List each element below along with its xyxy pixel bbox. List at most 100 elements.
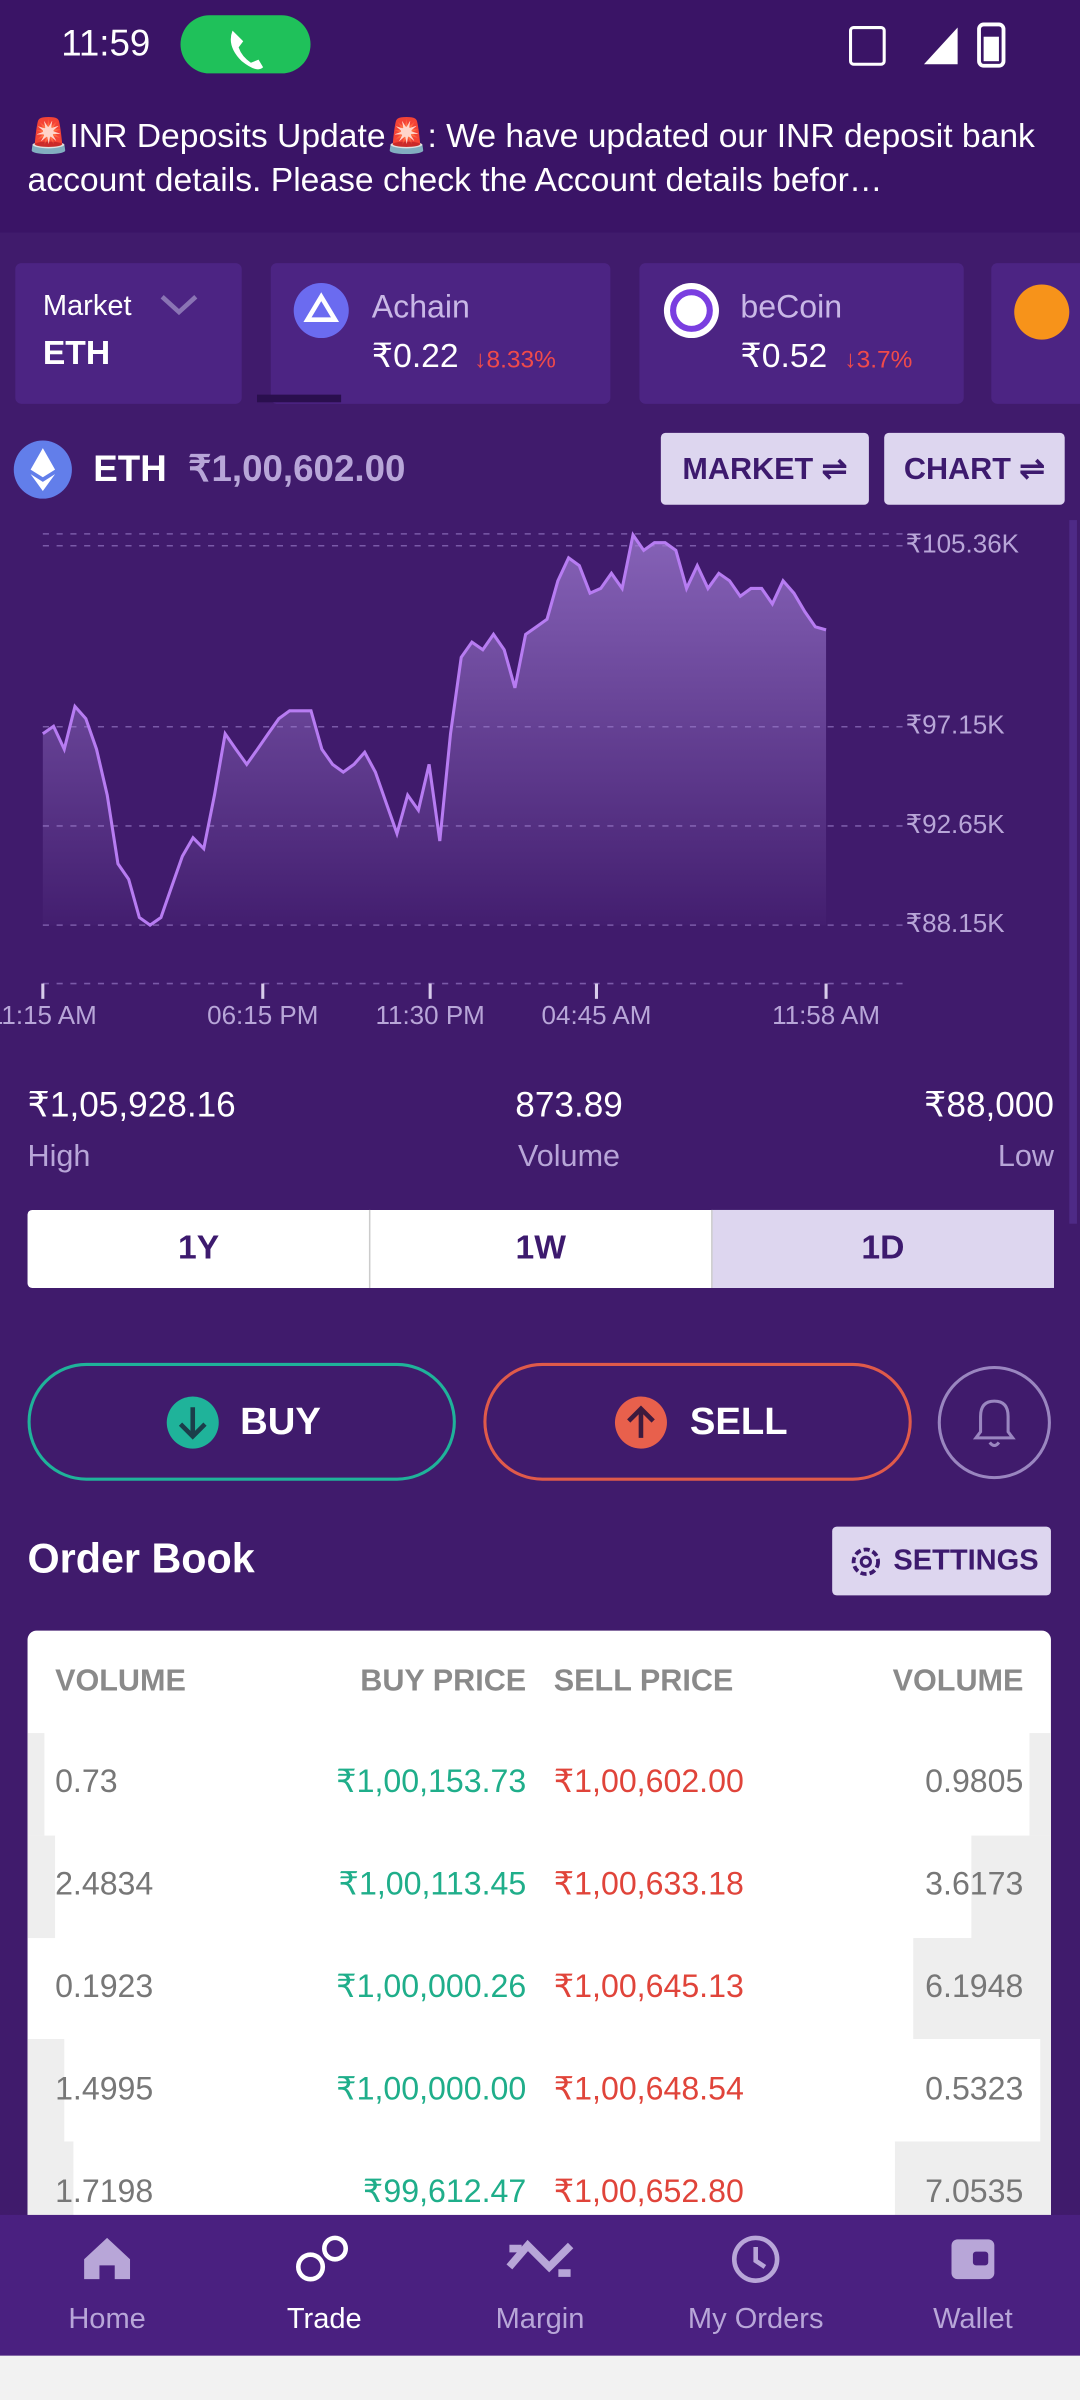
x-tick-label: 11:15 AM: [0, 1000, 97, 1030]
order-table: [27, 1630, 1051, 2228]
order-cell: ₹1,00,602.00: [554, 1763, 744, 1799]
trade-icon: [296, 2252, 326, 2282]
call-icon: [230, 30, 264, 70]
header-band: [0, 0, 1080, 233]
order-cell: 7.0535: [925, 2173, 1023, 2209]
order-cell: 0.1923: [55, 1968, 153, 2004]
x-tick-label: 11:58 AM: [772, 1000, 880, 1030]
achain-glyph: [303, 292, 340, 322]
order-cell: ₹1,00,000.26: [336, 1968, 526, 2004]
depth-bar: [27, 2039, 65, 2142]
sell-button[interactable]: [483, 1362, 912, 1481]
sell-label: SELL: [690, 1400, 788, 1443]
nav-label[interactable]: Wallet: [933, 2303, 1013, 2335]
range-label[interactable]: 1W: [516, 1230, 567, 1267]
ticker-name: Achain: [372, 288, 470, 324]
column-header: BUY PRICE: [360, 1664, 526, 1698]
depth-bar: [1040, 2039, 1051, 2142]
chart-button-label: CHART ⇌: [904, 452, 1045, 486]
ticker-price: ₹0.52: [740, 338, 827, 375]
x-tick-label: 11:30 PM: [375, 1000, 484, 1030]
column-header: VOLUME: [893, 1664, 1024, 1698]
gear-icon: [851, 1547, 880, 1576]
market-button-label: MARKET ⇌: [682, 452, 847, 486]
order-cell: 0.73: [55, 1763, 118, 1799]
depth-bar: [1029, 1733, 1051, 1836]
nav-label[interactable]: Margin: [496, 2303, 585, 2335]
order-cell: ₹1,00,645.13: [554, 1968, 744, 2004]
announcement[interactable]: 🚨INR Deposits Update🚨: We have updated o…: [27, 116, 1035, 199]
scrollbar: [1069, 520, 1077, 1224]
bitcoin-icon: [1014, 284, 1070, 340]
nav-label[interactable]: Trade: [287, 2303, 362, 2335]
range-buttons: 1Y 1W 1D: [178, 1209, 1054, 1288]
depth-bar: [894, 2141, 1051, 2228]
alert-button[interactable]: [937, 1365, 1051, 1480]
ticker-name: beCoin: [740, 288, 842, 324]
ticker-change: ↓3.7%: [844, 346, 912, 373]
achain-icon: [293, 282, 349, 339]
depth-bars: [27, 1733, 1051, 2228]
order-cell: ₹1,00,000.00: [336, 2070, 526, 2106]
buy-button[interactable]: [27, 1362, 456, 1481]
market-selector[interactable]: [15, 263, 242, 404]
depth-bar: [27, 1733, 45, 1836]
buy-label: BUY: [240, 1400, 321, 1443]
y-tick-label: ₹88.15K: [906, 908, 1006, 938]
y-tick-label: ₹92.65K: [906, 809, 1006, 839]
stat-label: Low: [998, 1139, 1055, 1173]
range-label[interactable]: 1Y: [178, 1230, 219, 1267]
order-cell: ₹99,612.47: [363, 2173, 526, 2209]
call-pill[interactable]: [180, 15, 311, 74]
y-tick-label: ₹97.15K: [906, 710, 1006, 740]
depth-bar: [27, 2141, 74, 2228]
becoin-glyph: [670, 289, 713, 332]
price-area: [42, 534, 827, 926]
wallet-clasp: [972, 2251, 989, 2266]
chevron: [160, 295, 198, 316]
orders-hand: [753, 2247, 767, 2269]
bottom-nav: [0, 2214, 1080, 2356]
ticker-price: ₹0.22: [372, 338, 459, 375]
x-tick-label: 04:45 AM: [542, 1000, 652, 1030]
orders-icon: [731, 2235, 780, 2283]
battery-level: [983, 36, 999, 62]
order-cell: 1.7198: [55, 2173, 153, 2209]
order-cell: 6.1948: [925, 1968, 1023, 2004]
chart-button[interactable]: [884, 432, 1065, 505]
order-rows: VOLUME BUY PRICE SELL PRICE VOLUME 0.73 ₹1,00…: [55, 1664, 1023, 2209]
order-cell: ₹1,00,153.73: [336, 1763, 526, 1799]
order-cell: ₹1,00,648.54: [554, 2070, 744, 2106]
bell-icon: [972, 1399, 1016, 1448]
market-label: Market: [43, 290, 132, 322]
range-label[interactable]: 1D: [861, 1230, 904, 1267]
nav-labels: Home Trade Margin My Orders Wallet: [68, 2303, 1012, 2335]
battery-icon: [977, 22, 1006, 68]
ticker-card[interactable]: [270, 263, 611, 404]
market-button[interactable]: [660, 432, 869, 505]
column-header: SELL PRICE: [554, 1664, 734, 1698]
settings-button[interactable]: [832, 1526, 1051, 1596]
market-value: ETH: [43, 335, 110, 372]
order-book-title: Order Book: [28, 1536, 255, 1582]
depth-bar: [27, 1835, 56, 1939]
range-selected: [711, 1209, 1054, 1288]
stat-value: 873.89: [515, 1086, 623, 1125]
order-cell: 0.5323: [925, 2070, 1023, 2106]
status-time: 11:59: [61, 23, 150, 64]
buy-arrow: [178, 1407, 207, 1440]
depth-bar: [971, 1835, 1051, 1939]
stat-value: ₹1,05,928.16: [28, 1086, 236, 1125]
order-cell: 0.9805: [925, 1763, 1023, 1799]
nav-label[interactable]: Home: [68, 2303, 145, 2335]
sell-arrow: [627, 1405, 655, 1438]
announcement-box: 🚨INR Deposits Update🚨: We have updated o…: [27, 116, 1035, 199]
nav-label[interactable]: My Orders: [688, 2303, 824, 2335]
ticker-card[interactable]: [639, 263, 964, 404]
depth-bar: [913, 1938, 1051, 2040]
ticker-change: ↓8.33%: [474, 346, 556, 373]
settings-label: SETTINGS: [893, 1544, 1038, 1576]
order-cell: ₹1,00,633.18: [554, 1866, 744, 1902]
